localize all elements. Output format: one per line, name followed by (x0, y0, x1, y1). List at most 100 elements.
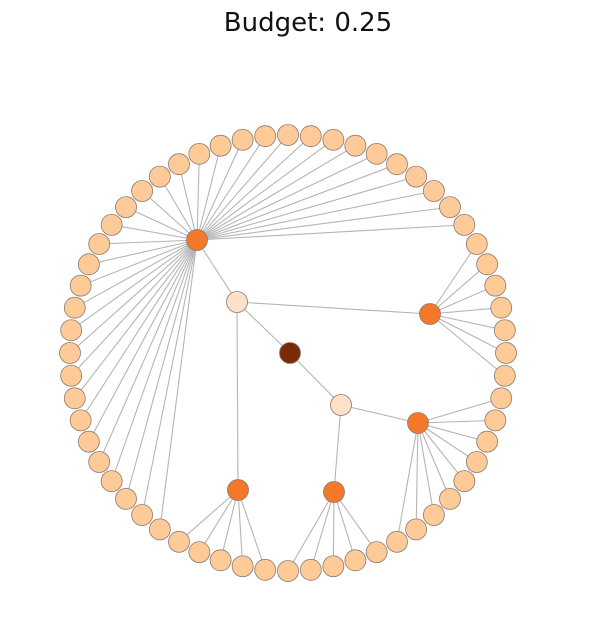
edge-h1-leaf-38 (141, 239, 198, 516)
edge-mid-b-hub-3 (340, 404, 419, 424)
edge-h1-leaf-6 (196, 163, 398, 241)
edge-h1-leaf-59 (196, 139, 244, 241)
edge-h1-leaf-52 (111, 224, 198, 241)
edge-h1-leaf-55 (159, 176, 198, 241)
hub-node-h2 (419, 303, 441, 325)
leaf-node (405, 518, 428, 541)
leaf-node (439, 196, 461, 219)
leaf-node (209, 549, 232, 572)
leaf-node (453, 470, 476, 493)
leaf-node (254, 125, 277, 148)
leaf-node (59, 342, 81, 364)
leaf-node (131, 504, 154, 526)
leaf-node (100, 213, 123, 236)
edge-h3-leaf-18 (417, 397, 502, 424)
edge-h1-leaf-42 (88, 239, 198, 442)
edge-h2-leaf-11 (429, 243, 478, 315)
leaf-node (63, 387, 86, 410)
figure-title: Budget: 0.25 (223, 8, 393, 38)
leaf-node (168, 530, 190, 553)
leaf-node (209, 134, 232, 157)
leaf-node (453, 213, 476, 236)
edge-h1-leaf-47 (70, 239, 198, 331)
edge-h2-leaf-17 (429, 313, 506, 377)
leaf-node (77, 253, 100, 276)
edge-h5-leaf-33 (237, 489, 244, 567)
edge-h1-leaf-57 (196, 153, 200, 241)
edge-h3-leaf-20 (417, 422, 488, 443)
edge-h3-leaf-25 (415, 422, 419, 530)
edge-h1-leaf-1 (196, 134, 289, 241)
edge-h5-leaf-32 (237, 489, 266, 570)
leaf-node (115, 487, 137, 510)
leaf-node (386, 530, 408, 553)
leaf-node (493, 364, 516, 387)
edge-mid-a-hub-2 (236, 301, 431, 315)
edge-h4-leaf-30 (310, 491, 335, 570)
edge-h3-leaf-22 (417, 422, 465, 482)
leaf-node (322, 555, 345, 578)
leaf-node (277, 124, 299, 146)
edge-h1-leaf-0 (196, 135, 266, 241)
leaf-node (60, 364, 83, 387)
edge-h1-leaf-56 (178, 164, 198, 241)
edge-root-mid-b (289, 352, 342, 406)
edge-h2-leaf-14 (429, 307, 502, 315)
edge-mid-a-hub-1 (196, 239, 238, 303)
edge-h3-leaf-21 (417, 422, 478, 463)
leaf-node (405, 165, 428, 188)
leaf-node (100, 470, 123, 493)
leaf-node (484, 274, 507, 297)
edge-h1-leaf-2 (196, 135, 312, 241)
edge-h3-leaf-19 (417, 419, 496, 424)
hub-node-h3 (407, 412, 429, 434)
leaf-node (344, 549, 367, 572)
edge-h4-leaf-27 (333, 491, 378, 553)
edge-h3-leaf-23 (417, 422, 451, 500)
edges-layer (69, 134, 507, 572)
root-node (279, 342, 301, 364)
leaf-node (344, 134, 367, 157)
leaf-node (115, 196, 137, 219)
edge-mid-b-hub-4 (333, 404, 342, 493)
nodes-layer (59, 124, 517, 582)
edge-h4-leaf-29 (332, 491, 335, 567)
leaf-node (77, 430, 100, 453)
edge-h1-leaf-3 (196, 139, 334, 241)
edge-h2-leaf-15 (429, 313, 505, 331)
leaf-node (231, 128, 254, 151)
leaf-node (476, 253, 499, 276)
leaf-node (386, 153, 408, 176)
edge-h5-leaf-34 (220, 489, 239, 561)
edge-h1-leaf-46 (69, 239, 198, 354)
edge-h1-leaf-50 (88, 239, 198, 265)
edge-h1-leaf-53 (125, 206, 198, 241)
leaf-node (69, 409, 92, 432)
edge-h1-leaf-48 (74, 239, 198, 309)
leaf-node (490, 296, 513, 319)
leaf-node (493, 319, 516, 342)
edge-h3-leaf-24 (417, 422, 435, 516)
leaf-node (88, 451, 111, 473)
edge-h5-leaf-35 (198, 489, 239, 553)
leaf-node (277, 560, 299, 582)
leaf-node (365, 541, 388, 564)
edge-h5-leaf-36 (178, 489, 239, 543)
leaf-node (476, 430, 499, 453)
edge-root-mid-a (236, 301, 291, 354)
leaf-node (465, 233, 488, 255)
hub-node-h1 (186, 229, 208, 251)
edge-h1-leaf-54 (141, 190, 198, 241)
mid-node-a (226, 291, 248, 313)
edge-h4-leaf-31 (287, 491, 335, 572)
leaf-node (322, 128, 345, 151)
edge-h1-leaf-43 (80, 239, 198, 421)
edge-h2-leaf-16 (429, 313, 507, 354)
leaf-node (299, 558, 322, 581)
edge-h4-leaf-28 (333, 491, 356, 561)
leaf-node (188, 541, 211, 564)
edge-h1-leaf-8 (196, 190, 434, 241)
leaf-node (439, 487, 461, 510)
leaf-node (63, 296, 86, 319)
